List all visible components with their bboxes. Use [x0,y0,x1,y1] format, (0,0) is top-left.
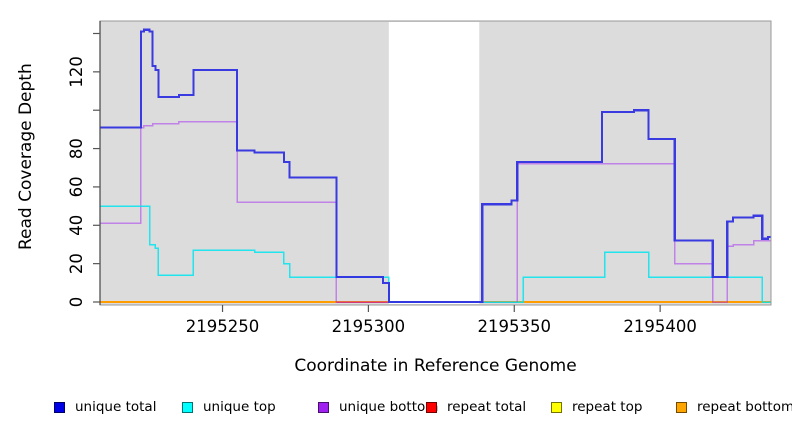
series-unique-top [100,205,771,303]
legend-swatch-unique-total [54,401,65,413]
legend-item-repeat-total: repeat total [426,399,526,415]
legend-item-unique-top: unique top [182,399,276,415]
legend-label-unique-total: unique total [75,399,157,415]
legend-label-unique-bottom: unique bottom [339,399,439,415]
legend-item-unique-total: unique total [54,399,156,415]
y-axis-title: Read Coverage Depth [16,63,36,250]
legend-swatch-repeat-top [551,401,562,413]
y-tick-label: 120 [67,56,86,88]
legend-label-repeat-top: repeat top [572,399,643,415]
x-tick-label: 2195300 [332,317,406,336]
legend-item-repeat-top: repeat top [551,399,642,415]
legend-swatch-unique-top [182,401,193,413]
legend-label-repeat-bottom: repeat bottom [697,399,792,415]
legend-swatch-unique-bottom [318,401,329,413]
y-tick-label: 80 [67,138,86,159]
plot-area: 2195250 2195300 2195350 2195400 0 20 40 60 80 120 [67,20,772,336]
x-tick-label: 2195250 [186,317,260,336]
x-axis-title: Coordinate in Reference Genome [294,356,577,376]
x-tick-label: 2195350 [478,317,552,336]
masked-region [388,22,480,304]
legend-swatch-repeat-bottom [676,401,687,413]
y-tick-label: 0 [67,297,86,308]
legend-swatch-repeat-total [426,401,437,413]
legend-label-unique-top: unique top [203,399,276,415]
legend-item-unique-bottom: unique bottom [318,399,438,415]
y-tick-label: 60 [67,176,86,197]
legend-label-repeat-total: repeat total [447,399,527,415]
legend-item-repeat-bottom: repeat bottom [676,399,792,415]
y-tick-label: 40 [67,215,86,236]
y-tick-label: 20 [67,253,86,274]
series-unique-total [100,28,771,304]
x-tick-label: 2195400 [623,317,697,336]
